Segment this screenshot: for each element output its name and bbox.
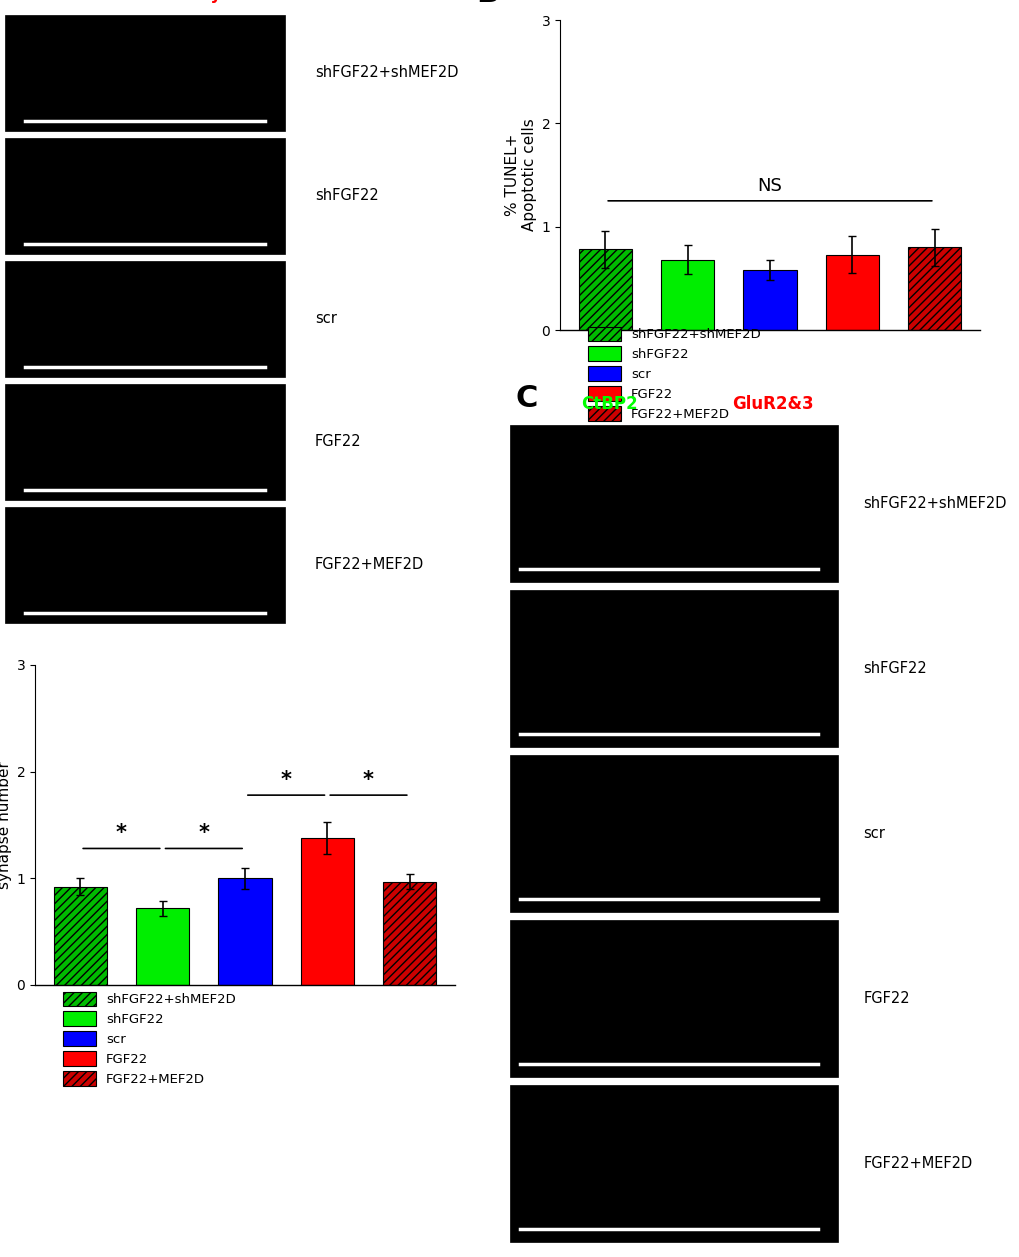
Text: A: A bbox=[10, 0, 34, 3]
Text: B: B bbox=[476, 0, 498, 8]
Y-axis label: % TUNEL+
Apoptotic cells: % TUNEL+ Apoptotic cells bbox=[504, 118, 537, 231]
Bar bbox=[136, 909, 190, 985]
Text: NS: NS bbox=[757, 177, 782, 195]
Text: FGF22+MEF2D: FGF22+MEF2D bbox=[863, 1156, 972, 1170]
Bar bbox=[743, 270, 796, 331]
FancyBboxPatch shape bbox=[5, 383, 284, 499]
Text: shFGF22+shMEF2D: shFGF22+shMEF2D bbox=[315, 65, 459, 80]
Bar bbox=[218, 879, 271, 985]
Text: *: * bbox=[363, 769, 374, 789]
Bar bbox=[382, 881, 436, 985]
Text: *: * bbox=[198, 823, 209, 843]
Bar bbox=[578, 249, 632, 331]
Text: *: * bbox=[280, 769, 291, 789]
Text: C: C bbox=[515, 383, 537, 412]
Text: scr: scr bbox=[315, 312, 336, 327]
Bar bbox=[301, 838, 354, 985]
Text: *: * bbox=[116, 823, 126, 843]
Text: shFGF22+shMEF2D: shFGF22+shMEF2D bbox=[863, 495, 1006, 510]
Bar bbox=[907, 248, 961, 331]
FancyBboxPatch shape bbox=[510, 425, 838, 582]
FancyBboxPatch shape bbox=[5, 15, 284, 131]
Text: shFGF22: shFGF22 bbox=[863, 661, 926, 676]
Text: TUNEL: TUNEL bbox=[65, 0, 125, 3]
FancyBboxPatch shape bbox=[5, 507, 284, 622]
Text: shFGF22: shFGF22 bbox=[315, 189, 378, 204]
Legend: shFGF22+shMEF2D, shFGF22, scr, FGF22, FGF22+MEF2D: shFGF22+shMEF2D, shFGF22, scr, FGF22, FG… bbox=[587, 327, 760, 421]
Text: FGF22: FGF22 bbox=[315, 435, 362, 449]
FancyBboxPatch shape bbox=[510, 755, 838, 911]
Text: Myosin7a: Myosin7a bbox=[195, 0, 283, 3]
Text: FGF22: FGF22 bbox=[863, 991, 909, 1006]
Text: CtBP2: CtBP2 bbox=[580, 395, 637, 412]
Bar bbox=[660, 260, 713, 331]
FancyBboxPatch shape bbox=[5, 138, 284, 254]
Bar bbox=[824, 255, 878, 331]
FancyBboxPatch shape bbox=[510, 920, 838, 1077]
Y-axis label: Relative ribbon
synapse number: Relative ribbon synapse number bbox=[0, 760, 12, 889]
Text: FGF22+MEF2D: FGF22+MEF2D bbox=[315, 557, 424, 572]
FancyBboxPatch shape bbox=[510, 1085, 838, 1242]
FancyBboxPatch shape bbox=[510, 590, 838, 747]
Text: GluR2&3: GluR2&3 bbox=[732, 395, 813, 412]
FancyBboxPatch shape bbox=[5, 261, 284, 377]
Text: scr: scr bbox=[863, 826, 884, 841]
Bar bbox=[53, 887, 107, 985]
Legend: shFGF22+shMEF2D, shFGF22, scr, FGF22, FGF22+MEF2D: shFGF22+shMEF2D, shFGF22, scr, FGF22, FG… bbox=[62, 992, 235, 1086]
